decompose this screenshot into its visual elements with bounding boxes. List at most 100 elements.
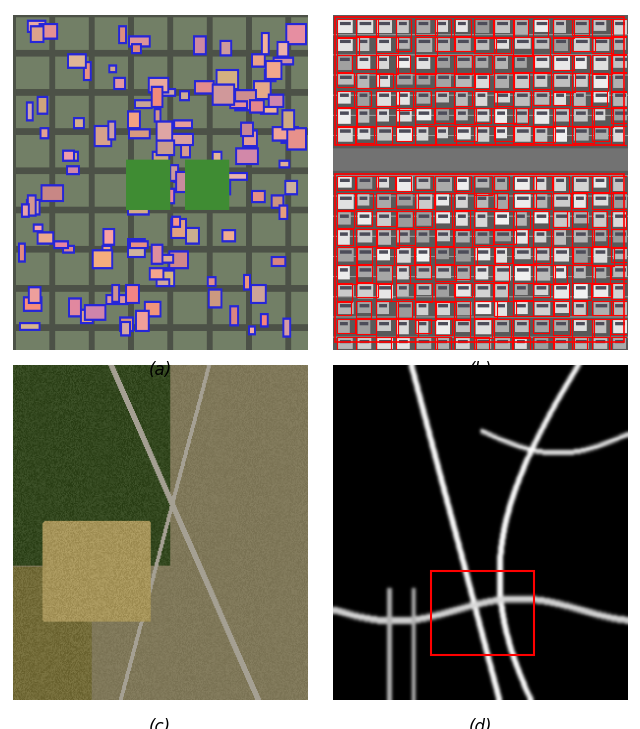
Bar <box>493 229 516 243</box>
Bar <box>337 19 356 38</box>
Bar <box>592 126 609 141</box>
Bar <box>396 283 414 298</box>
Bar <box>533 283 550 297</box>
Bar <box>474 55 492 74</box>
Bar <box>454 109 476 124</box>
Bar <box>454 90 472 106</box>
Bar <box>493 301 516 316</box>
Bar <box>376 337 390 354</box>
Bar <box>552 90 570 105</box>
Bar <box>552 37 570 52</box>
Bar <box>572 19 589 35</box>
Bar <box>396 265 410 283</box>
Bar <box>592 176 609 192</box>
Bar <box>533 73 550 90</box>
Bar <box>415 193 434 209</box>
Bar <box>474 319 492 338</box>
Bar <box>454 337 476 356</box>
Bar <box>493 19 515 38</box>
Bar <box>611 109 634 123</box>
Bar <box>356 283 378 297</box>
Bar <box>513 283 533 300</box>
Bar <box>356 19 378 36</box>
Bar <box>611 55 628 71</box>
Bar <box>376 126 392 144</box>
Bar <box>493 73 515 92</box>
Bar <box>572 319 594 337</box>
Bar <box>356 73 379 88</box>
Bar <box>493 37 511 52</box>
Bar <box>454 126 477 141</box>
Bar <box>552 176 570 193</box>
Bar <box>431 572 534 655</box>
Bar <box>356 55 378 69</box>
Bar <box>592 301 614 315</box>
Bar <box>356 229 377 246</box>
Bar <box>376 265 392 284</box>
Bar <box>376 211 397 226</box>
Bar <box>592 90 607 106</box>
Bar <box>533 90 550 105</box>
Bar <box>533 37 550 55</box>
Bar <box>435 126 456 144</box>
Bar <box>356 211 372 226</box>
Bar <box>376 176 395 190</box>
Bar <box>474 211 493 230</box>
Bar <box>356 319 376 335</box>
Bar <box>572 55 590 73</box>
Bar <box>435 265 456 281</box>
Bar <box>454 37 475 52</box>
Bar <box>415 229 436 247</box>
Bar <box>376 247 394 265</box>
Bar <box>592 193 614 209</box>
Bar <box>415 301 436 320</box>
Bar <box>513 176 536 190</box>
Bar <box>513 247 536 264</box>
Bar <box>592 247 614 266</box>
Bar <box>396 109 415 128</box>
Bar <box>376 301 397 318</box>
Bar <box>337 193 355 210</box>
Bar <box>572 37 595 52</box>
Bar <box>552 193 572 211</box>
Bar <box>572 176 592 192</box>
Bar <box>533 19 548 37</box>
Bar <box>572 126 594 143</box>
Bar <box>454 301 470 320</box>
Bar <box>396 126 412 141</box>
Bar <box>493 319 511 337</box>
Bar <box>396 90 413 109</box>
Bar <box>533 193 550 209</box>
Bar <box>513 19 528 37</box>
Bar <box>572 283 591 300</box>
Bar <box>611 90 628 107</box>
Bar <box>396 19 412 37</box>
Bar <box>513 319 529 338</box>
Bar <box>356 337 376 356</box>
Bar <box>454 73 475 87</box>
Bar <box>415 19 437 35</box>
Bar <box>376 55 397 74</box>
Bar <box>337 229 353 245</box>
Bar <box>513 211 530 229</box>
Bar <box>356 37 376 55</box>
Bar <box>513 90 531 109</box>
Bar <box>356 176 378 190</box>
Bar <box>592 337 609 352</box>
Bar <box>435 211 452 229</box>
Bar <box>611 319 629 335</box>
Bar <box>611 229 633 248</box>
Bar <box>552 301 570 316</box>
Bar <box>356 90 371 106</box>
Bar <box>337 211 355 228</box>
Bar <box>552 319 570 335</box>
Bar <box>337 55 353 71</box>
Bar <box>435 247 454 264</box>
Bar <box>592 283 612 297</box>
Bar <box>611 193 631 209</box>
Bar <box>611 211 626 229</box>
Bar <box>435 301 456 318</box>
Bar <box>356 109 376 128</box>
Bar <box>572 109 594 128</box>
Bar <box>513 193 536 208</box>
